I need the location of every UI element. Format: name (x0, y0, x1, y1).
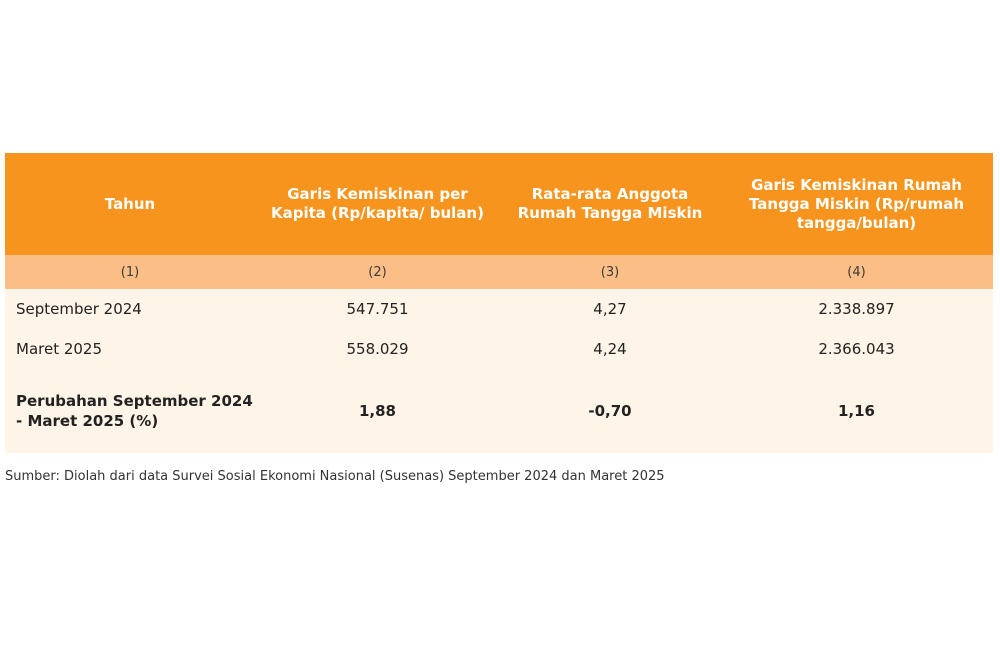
change-row: Perubahan September 2024 - Maret 2025 (%… (5, 368, 993, 453)
change-cell: 1,16 (837, 401, 875, 420)
change-row-label: Perubahan September 2024 - Maret 2025 (%… (16, 391, 253, 430)
row-label: September 2024 (16, 300, 142, 318)
table-row: Maret 2025 558.029 4,24 2.366.043 (5, 329, 993, 368)
column-number: (3) (600, 264, 620, 280)
table-body: September 2024 547.751 4,27 2.338.897 Ma… (5, 289, 993, 453)
table-cell: 547.751 (346, 300, 409, 318)
column-number-row: (1) (2) (3) (4) (5, 255, 993, 289)
row-label: Maret 2025 (16, 339, 103, 358)
table-cell: 558.029 (346, 339, 409, 358)
table-cell: 4,24 (593, 339, 627, 358)
table-cell: 4,27 (593, 300, 627, 318)
column-number: (1) (120, 264, 140, 280)
table-header-row: Tahun Garis Kemiskinan per Kapita (Rp/ka… (5, 153, 993, 255)
header-tahun: Tahun (104, 194, 156, 213)
source-note: Sumber: Diolah dari data Survei Sosial E… (5, 469, 665, 484)
header-rata-rata-anggota: Rata-rata Anggota Rumah Tangga Miskin (517, 185, 703, 222)
table-row: September 2024 547.751 4,27 2.338.897 (5, 289, 993, 329)
change-cell: 1,88 (358, 401, 396, 420)
header-garis-kemiskinan-per-kapita: Garis Kemiskinan per Kapita (Rp/kapita/ … (271, 185, 484, 222)
header-garis-kemiskinan-rumah-tangga: Garis Kemiskinan Rumah Tangga Miskin (Rp… (748, 175, 965, 232)
table-cell: 2.338.897 (818, 300, 895, 318)
table-cell: 2.366.043 (818, 339, 895, 358)
change-cell: -0,70 (588, 401, 632, 420)
poverty-line-table: Tahun Garis Kemiskinan per Kapita (Rp/ka… (5, 153, 993, 453)
column-number: (2) (368, 264, 387, 280)
column-number: (4) (847, 264, 866, 280)
